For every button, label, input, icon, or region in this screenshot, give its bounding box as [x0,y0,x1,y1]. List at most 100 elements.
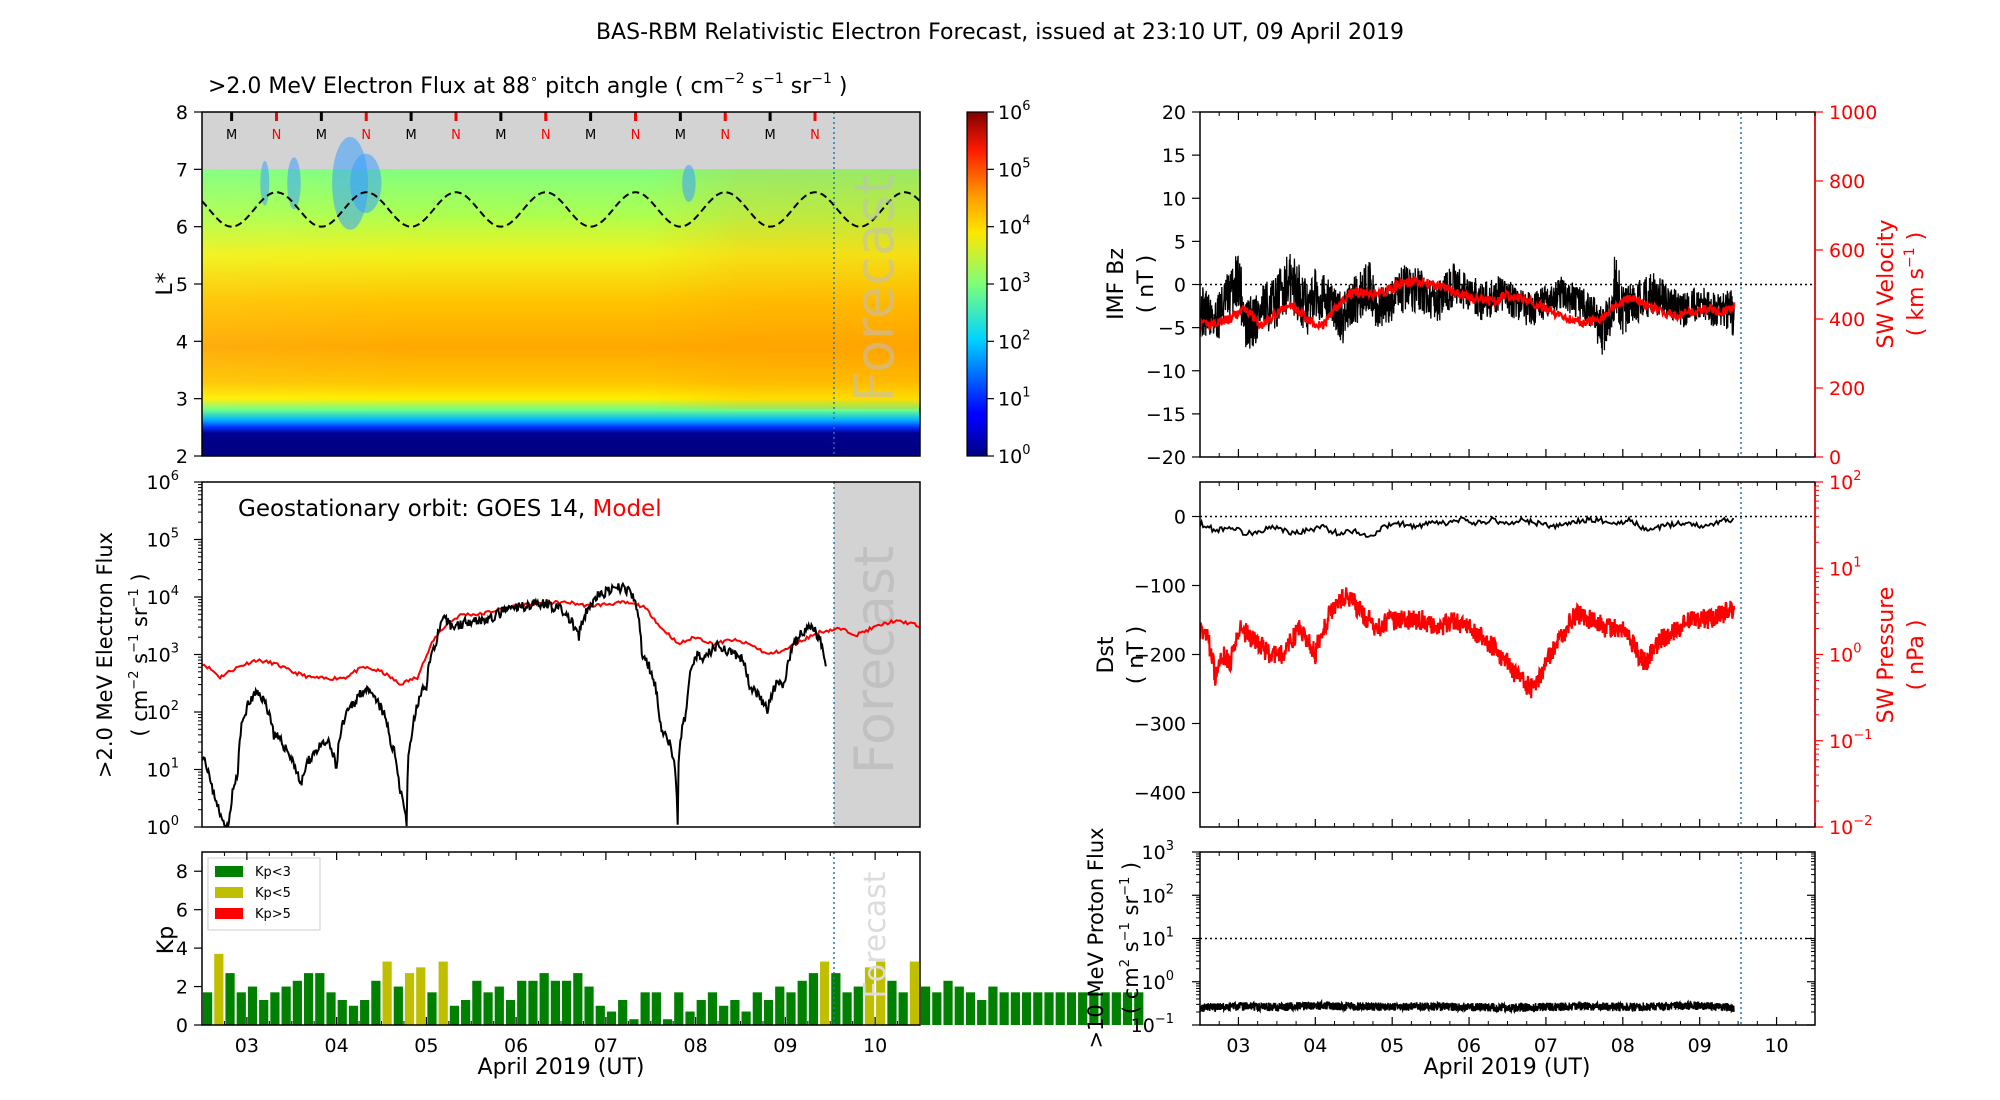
kp-bar [1055,992,1065,1025]
kp-bar [404,973,415,1025]
kp-bar [427,992,437,1025]
mn-marker-label: M [226,128,237,143]
kp-bar [741,1011,751,1025]
kp-bar [887,980,897,1025]
kp-bar [461,1000,471,1025]
sw-velocity-line [1200,274,1736,332]
proton-y-axis: 10−1 100 101 102 103 [1131,839,1815,1037]
y2-tick-label: 101 [1829,555,1861,580]
kp-bar [1066,992,1077,1025]
flux-map-forecast-watermark: Forecast [843,174,906,403]
sw-velocity-ylabel-units: ( km s−1 ) [1902,232,1929,336]
colorbar-ticks: 100 101 102 103 104 105 106 [987,99,1030,468]
figure-title: BAS-RBM Relativistic Electron Forecast, … [596,20,1404,45]
kp-bar [606,1011,617,1025]
proton-panel: 10−1 100 101 102 103 03 04 05 06 07 08 09 10 >10 Me… [1084,827,1816,1080]
sw-pressure-ylabel: SW Pressure [1874,587,1899,724]
kp-bar [864,967,875,1025]
flux-map-title-part: s [745,74,763,99]
kp-bar [1134,992,1144,1025]
y-tick-label: 105 [147,527,179,552]
y-tick-label: 100 [1142,969,1174,994]
kp-bar [898,992,908,1025]
kp-bar [730,1000,740,1025]
kp-panel: Forecast Kp<3 Kp<5 Kp>5 0 2 4 6 8 03 04 05 06 07… [154,851,1144,1080]
kp-forecast-watermark: Forecast [858,871,893,998]
flux-map-panel: >2.0 MeV Electron Flux at 88∘ pitch angl… [153,71,1030,468]
low-flux-patch [682,164,696,202]
mn-marker-label: N [810,128,820,143]
kp-bar [707,992,718,1025]
y-tick-label: 2 [176,446,188,468]
colorbar-tick-label: 101 [998,386,1030,411]
kp-bars [203,953,1144,1025]
geo-annotation-model: Model [593,496,662,522]
kp-bar [528,980,538,1025]
flux-map-title-part: pitch angle ( cm [538,74,724,99]
kp-legend-swatch-green [215,866,243,877]
kp-bar [932,992,942,1025]
y-tick-label: 8 [176,102,188,124]
y-tick-label: 4 [176,938,188,960]
y2-tick-label: 800 [1829,171,1865,193]
colorbar-tick-label: 103 [998,271,1030,296]
x-tick-label: 04 [1303,1035,1327,1057]
geo-annotation: Geostationary orbit: GOES 14, Model [238,496,662,522]
low-flux-patch [350,153,382,214]
y-tick-label: 101 [147,757,179,782]
y-tick-label: −400 [1134,783,1186,805]
kp-bar [696,1000,706,1025]
flux-map-heatmap-shade [202,169,920,409]
y2-tick-label: 600 [1829,240,1865,262]
x-tick-label: 06 [1457,1035,1481,1057]
y-tick-label: 15 [1162,145,1186,167]
kp-bar [1089,992,1099,1025]
x-tick-label: 08 [684,1035,708,1057]
kp-bar [337,1000,347,1025]
geo-forecast-watermark: Forecast [843,546,906,775]
kp-bar [1100,992,1110,1025]
y-tick-label: 10 [1162,188,1186,210]
flux-map-title-part: sr [784,74,812,99]
flux-map-title-sup: −1 [763,71,784,87]
geo-flux-frame [201,481,921,828]
y-tick-label: 8 [176,861,188,883]
kp-bar [909,961,919,1025]
kp-bar [292,980,302,1025]
kp-bar [449,1005,460,1025]
kp-bar [662,1019,673,1025]
kp-bar [965,992,976,1025]
y-tick-label: −5 [1158,318,1186,340]
mn-marker-label: N [451,128,461,143]
dst-y-axis: 0 −100 −200 −300 −400 [1134,507,1200,805]
y-tick-label: 0 [1174,507,1186,529]
colorbar-tick-label: 102 [998,328,1030,353]
kp-bar [763,1000,774,1025]
sw-pressure-y-axis: 10−2 10−1 100 101 102 [1815,469,1872,839]
mn-marker-label: N [720,128,730,143]
imf-bz-line [1200,253,1735,355]
kp-bar [808,973,819,1025]
y2-tick-label: 400 [1829,309,1865,331]
y-tick-label: 3 [176,389,188,411]
y-tick-label: 106 [147,469,179,494]
kp-bar [921,986,931,1025]
kp-bar [977,1000,987,1025]
dst-x-ticks [1199,482,1816,827]
y-tick-label: 102 [1142,882,1174,907]
kp-bar [214,953,224,1025]
y-tick-label: 0 [176,1015,188,1037]
imf-ylabel-units: ( nT ) [1134,255,1159,314]
y2-tick-label: 102 [1829,469,1861,494]
kp-legend-label: Kp<3 [255,865,291,880]
kp-ylabel: Kp [154,926,179,954]
kp-bar [236,992,246,1025]
kp-y-axis: 0 2 4 6 8 [176,861,202,1037]
y-tick-label: 6 [176,900,188,922]
flux-map-y-axis: 2 3 4 5 6 7 8 [176,102,202,468]
mn-marker-label: M [765,128,776,143]
flux-map-title-sup: −2 [724,71,745,87]
y-tick-label: 101 [1142,926,1174,951]
goes-flux-line [202,581,827,827]
kp-bar [416,967,426,1025]
